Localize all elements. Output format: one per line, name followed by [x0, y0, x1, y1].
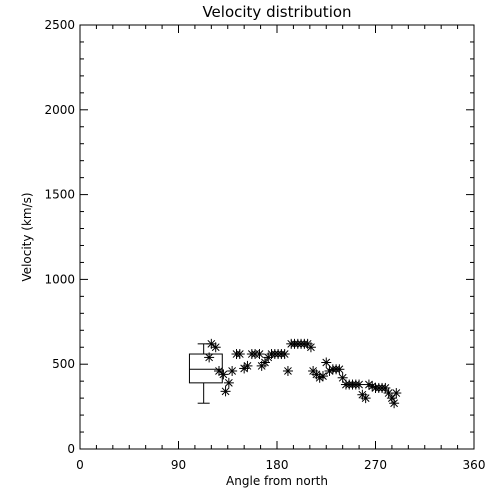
x-tick-label: 90	[171, 458, 186, 472]
data-point	[282, 365, 293, 376]
data-point	[383, 388, 394, 399]
boxplot-box	[188, 353, 223, 384]
data-point	[389, 398, 400, 409]
data-points	[204, 338, 402, 409]
chart-title: Velocity distribution	[202, 3, 351, 21]
data-point	[391, 388, 402, 399]
data-point	[234, 349, 245, 360]
data-point	[220, 386, 231, 397]
data-point	[223, 377, 234, 388]
y-tick-label: 500	[52, 357, 75, 371]
data-point	[242, 360, 253, 371]
data-point	[218, 369, 229, 380]
x-tick-label: 180	[266, 458, 289, 472]
data-point	[254, 349, 265, 360]
x-axis-label: Angle from north	[226, 474, 328, 488]
x-axis-ticks: 0 90 180 270 360	[76, 25, 485, 472]
data-point	[334, 364, 345, 375]
data-point	[213, 365, 224, 376]
x-tick-label: 360	[463, 458, 486, 472]
data-point	[210, 342, 221, 353]
data-point	[337, 372, 348, 383]
y-axis-label: Velocity (km/s)	[20, 192, 34, 281]
data-point	[227, 365, 238, 376]
y-tick-label: 0	[67, 442, 75, 456]
y-axis-ticks: 0 500 1000 1500 2000 2500	[44, 18, 474, 456]
data-point	[321, 357, 332, 368]
plot-frame	[79, 24, 475, 450]
data-point	[360, 393, 371, 404]
y-tick-label: 1500	[44, 188, 75, 202]
x-tick-label: 0	[76, 458, 84, 472]
data-point	[317, 371, 328, 382]
data-point	[204, 352, 215, 363]
y-tick-label: 2000	[44, 103, 75, 117]
data-point	[354, 379, 365, 390]
data-point	[259, 357, 270, 368]
data-point	[380, 382, 391, 393]
boxplot	[188, 343, 223, 404]
y-tick-label: 2500	[44, 18, 75, 32]
data-point	[305, 342, 316, 353]
y-tick-label: 1000	[44, 272, 75, 286]
data-point	[279, 349, 290, 360]
x-tick-label: 270	[364, 458, 387, 472]
